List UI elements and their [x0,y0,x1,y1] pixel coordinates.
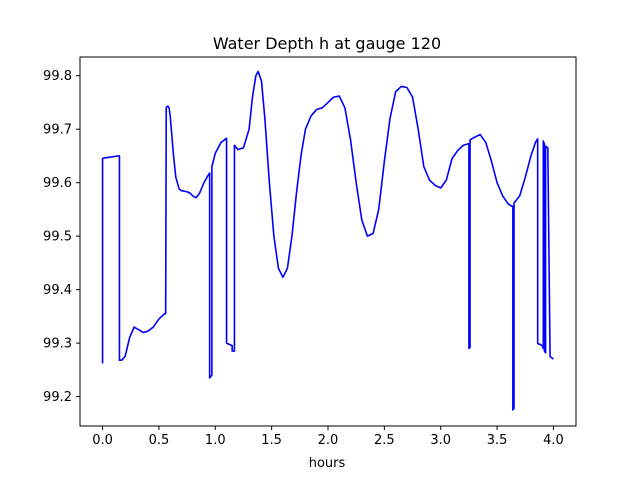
x-tick-label: 1.5 [261,433,282,448]
x-tick-label: 0.0 [92,433,113,448]
y-tick-label: 99.3 [43,337,72,352]
y-tick-label: 99.2 [43,390,72,405]
x-axis-label: hours [309,456,346,471]
x-tick-label: 3.5 [487,433,508,448]
x-tick-label: 1.0 [205,433,226,448]
axes-frame [79,56,577,427]
series-line-0 [101,70,554,411]
x-tick-label: 2.5 [374,433,395,448]
chart-title: Water Depth h at gauge 120 [213,34,441,53]
x-tick-label: 0.5 [149,433,170,448]
y-tick-label: 99.7 [43,123,72,138]
y-tick-label: 99.8 [43,69,72,84]
y-tick-label: 99.4 [43,283,72,298]
x-axis: 0.0 0.5 1.0 1.5 2.0 2.5 3.0 3.5 4.0 [92,426,564,448]
plot-area [101,70,554,411]
x-tick-label: 2.0 [318,433,339,448]
y-axis: 99.2 99.3 99.4 99.5 99.6 99.7 99.8 [43,69,80,405]
y-tick-label: 99.6 [43,176,72,191]
x-tick-label: 3.0 [430,433,451,448]
y-tick-label: 99.5 [43,230,72,245]
x-tick-label: 4.0 [543,433,564,448]
